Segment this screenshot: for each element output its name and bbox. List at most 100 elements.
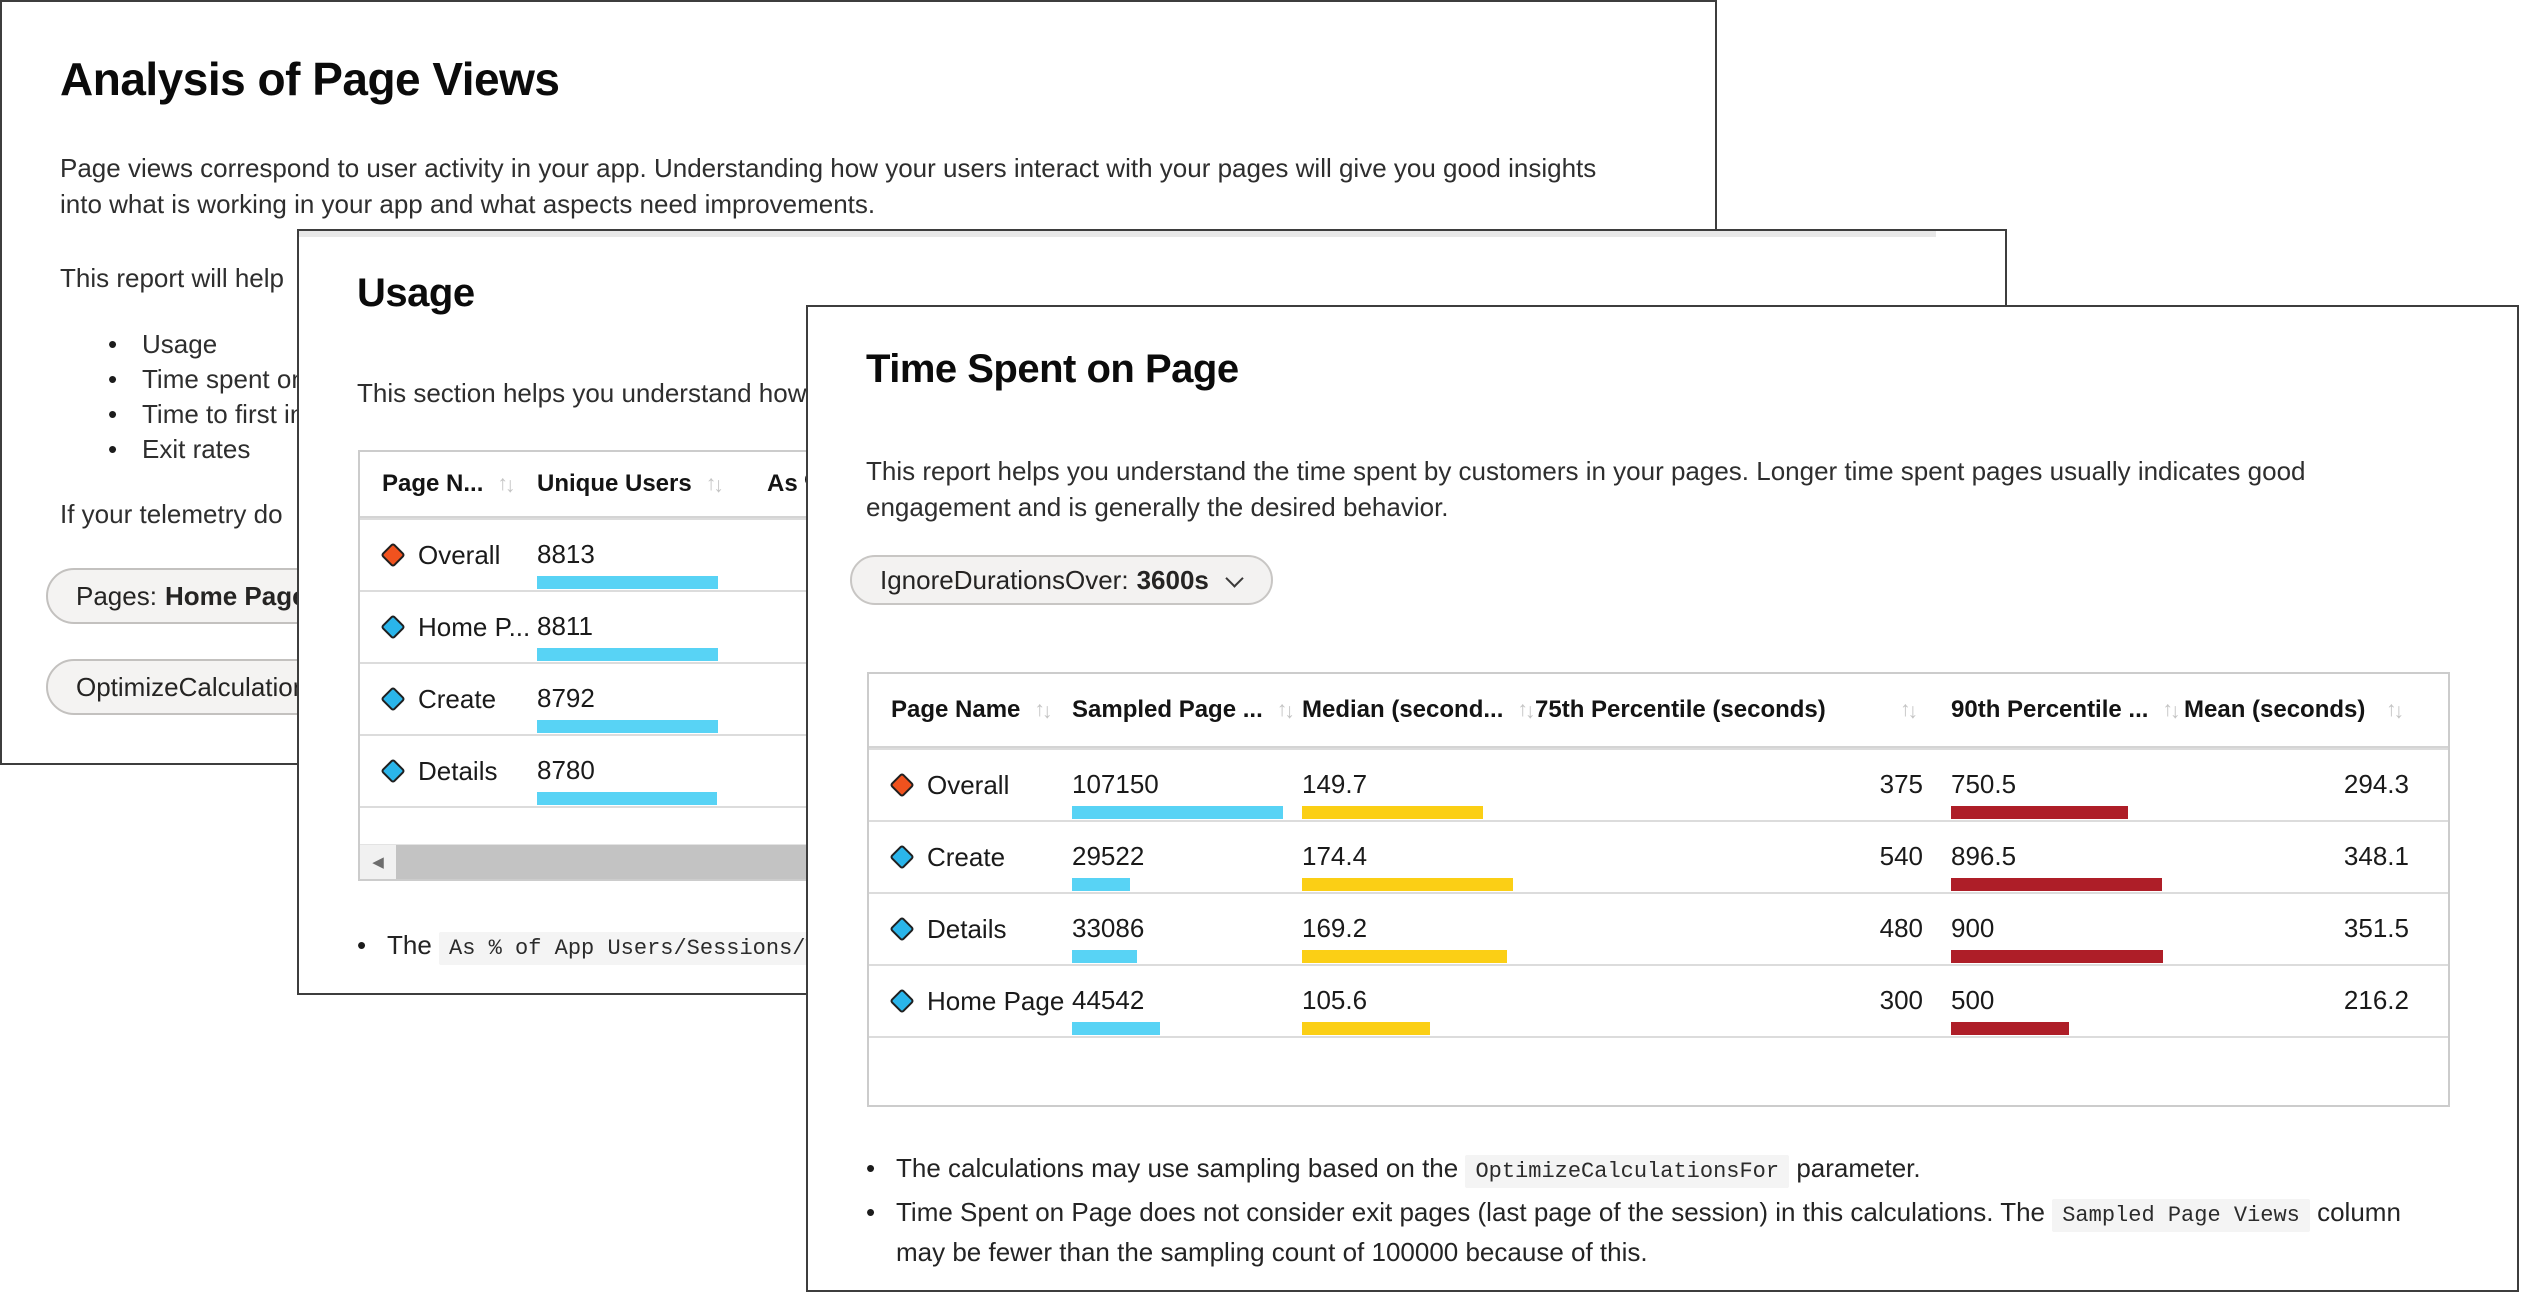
- column-header-label: Unique Users: [537, 470, 692, 497]
- cell-value: 540: [1879, 841, 1923, 871]
- cell-value: 8811: [537, 611, 593, 641]
- series-diamond-icon: [380, 614, 406, 640]
- value-cell: 105.6: [1302, 966, 1535, 1036]
- bullet-icon: •: [866, 1153, 876, 1183]
- cell-value: 900: [1951, 913, 1995, 943]
- value-bar: [1072, 806, 1283, 819]
- note-segment: The: [387, 930, 440, 960]
- table-header-row: Page Name ↑↓ Sampled Page ... ↑↓ Median (sec…: [869, 674, 2448, 748]
- note-line: may be fewer than the sampling count of …: [896, 1234, 2401, 1271]
- dropdown-label: IgnoreDurationsOver:: [880, 564, 1129, 595]
- cell-value: 216.2: [2343, 985, 2409, 1015]
- series-diamond-icon: [889, 988, 915, 1014]
- sort-up-arrow: ↑: [1034, 698, 1044, 721]
- value-cell: 300: [1535, 966, 1951, 1036]
- section-top-divider: [299, 231, 1936, 237]
- cell-value: 300: [1879, 985, 1923, 1015]
- sort-up-arrow: ↑: [497, 472, 507, 495]
- page-name-label: Create: [927, 841, 1006, 872]
- column-header[interactable]: 90th Percentile ... ↑↓: [1951, 674, 2184, 746]
- column-header[interactable]: Median (second... ↑↓: [1302, 674, 1535, 746]
- note-text: The As % of App Users/Sessions/V: [387, 927, 829, 967]
- cell-value: 480: [1879, 913, 1923, 943]
- list-item: • Exit rates: [108, 432, 327, 467]
- sort-icon: ↑↓: [1517, 698, 1535, 723]
- note-item: • The As % of App Users/Sessions/V: [357, 927, 1257, 967]
- inline-code: Sampled Page Views: [2052, 1199, 2310, 1232]
- list-item-label: Time to first int: [142, 399, 312, 429]
- cell-value: 750.5: [1951, 769, 2017, 799]
- value-bar: [537, 720, 718, 733]
- value-cell: 8792: [537, 664, 767, 734]
- table-row[interactable]: Create 29522 174.4 540 896.5 348.1: [869, 820, 2448, 892]
- value-bar: [1302, 878, 1513, 891]
- column-header-label: 75th Percentile (seconds): [1535, 696, 1826, 723]
- inline-code: As % of App Users/Sessions/V: [439, 932, 829, 965]
- page-name-cell: Overall: [869, 750, 1072, 820]
- time-spent-description: This report helps you understand the tim…: [866, 453, 2306, 525]
- column-header[interactable]: Sampled Page ... ↑↓: [1072, 674, 1302, 746]
- note-line: The calculations may use sampling based …: [896, 1150, 1921, 1190]
- usage-description: This section helps you understand how: [357, 378, 807, 408]
- value-cell: 896.5: [1951, 822, 2184, 892]
- intro-line: into what is working in your app and wha…: [60, 189, 876, 219]
- sort-down-arrow: ↓: [1907, 700, 1918, 723]
- sort-icon: ↑↓: [1034, 698, 1052, 723]
- page-name-cell: Details: [360, 736, 537, 806]
- value-cell: 174.4: [1302, 822, 1535, 892]
- value-bar: [1951, 950, 2163, 963]
- bullet-icon: •: [108, 399, 118, 429]
- sort-icon: ↑↓: [1900, 698, 1918, 723]
- column-header[interactable]: 75th Percentile (seconds) ↑↓: [1535, 674, 1951, 746]
- page-name-label: Overall: [418, 539, 501, 570]
- bullet-icon: •: [866, 1197, 876, 1227]
- scroll-left-button[interactable]: ◀: [372, 854, 384, 871]
- column-header[interactable]: Mean (seconds) ↑↓: [2184, 674, 2448, 746]
- intro-line: Page views correspond to user activity i…: [60, 153, 1597, 183]
- cell-value: 33086: [1072, 913, 1145, 943]
- page-name-cell: Home Page: [869, 966, 1072, 1036]
- usage-note: • The As % of App Users/Sessions/V: [357, 927, 1257, 971]
- cell-value: 896.5: [1951, 841, 2017, 871]
- column-header[interactable]: Page N... ↑↓: [360, 452, 537, 516]
- column-header-label: 90th Percentile ...: [1951, 696, 2149, 723]
- sort-icon: ↑↓: [2386, 698, 2404, 723]
- sort-up-arrow: ↑: [1276, 698, 1287, 721]
- value-bar: [1302, 950, 1507, 963]
- value-cell: 29522: [1072, 822, 1302, 892]
- cell-value: 500: [1951, 985, 1995, 1015]
- telemetry-text: If your telemetry do: [60, 499, 283, 529]
- chevron-down-icon: [1227, 569, 1243, 585]
- note-item: • The calculations may use sampling based…: [866, 1150, 2346, 1190]
- sort-down-arrow: ↓: [504, 474, 515, 497]
- table-row[interactable]: Details 33086 169.2 480 900 351.5: [869, 892, 2448, 964]
- sort-icon: ↑↓: [1276, 698, 1295, 723]
- ignore-durations-dropdown[interactable]: IgnoreDurationsOver: 3600s: [850, 555, 1273, 605]
- value-cell: 348.1: [2184, 822, 2448, 892]
- optimize-pill-label: OptimizeCalculations: [76, 671, 321, 702]
- value-cell: 375: [1535, 750, 1951, 820]
- sort-up-arrow: ↑: [1517, 698, 1527, 721]
- table-row[interactable]: Overall 107150 149.7 375 750.5 294.3: [869, 748, 2448, 820]
- column-header[interactable]: Unique Users ↑↓: [537, 452, 767, 516]
- sort-up-arrow: ↑: [1900, 698, 1910, 721]
- column-header[interactable]: Page Name ↑↓: [869, 674, 1072, 746]
- table-row[interactable]: Home Page 44542 105.6 300 500 216.2: [869, 964, 2448, 1036]
- intro-paragraph: Page views correspond to user activity i…: [60, 150, 1596, 222]
- value-bar: [1951, 1022, 2069, 1035]
- page-name-label: Home P...: [418, 611, 531, 642]
- value-cell: 294.3: [2184, 750, 2448, 820]
- series-diamond-icon: [380, 542, 406, 568]
- value-cell: 8811: [537, 592, 767, 662]
- value-cell: 8813: [537, 520, 767, 590]
- cell-value: 169.2: [1302, 913, 1368, 943]
- time-spent-table: Page Name ↑↓ Sampled Page ... ↑↓ Median (sec…: [867, 672, 2450, 1107]
- value-bar: [1951, 806, 2128, 819]
- cell-value: 8780: [537, 755, 595, 785]
- page-name-label: Create: [418, 683, 497, 714]
- sort-icon: ↑↓: [2162, 698, 2180, 723]
- sort-icon: ↑↓: [706, 472, 724, 497]
- column-header-label: Page N...: [382, 470, 484, 497]
- sort-down-arrow: ↓: [2169, 700, 2180, 723]
- list-item-label: Exit rates: [142, 434, 251, 464]
